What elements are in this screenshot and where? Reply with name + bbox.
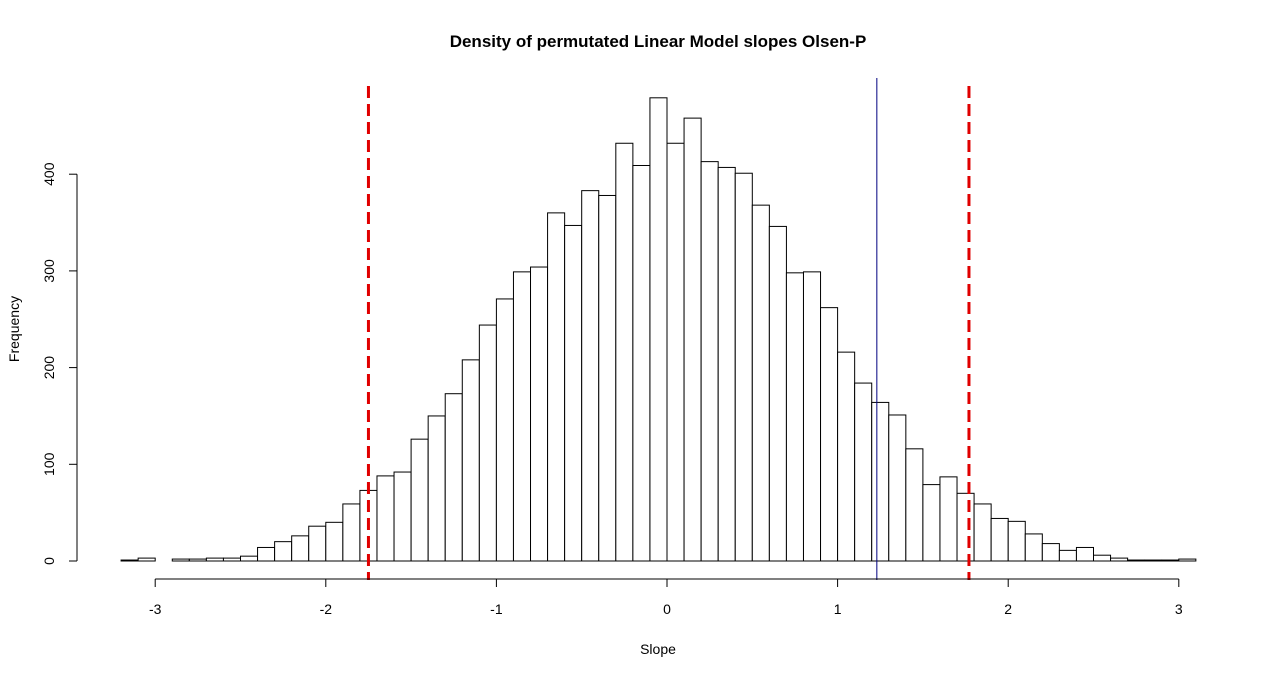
histogram-bar — [1041, 543, 1060, 562]
histogram-bar — [1024, 533, 1043, 562]
histogram-bar — [581, 190, 600, 562]
x-axis-label: Slope — [640, 641, 676, 657]
histogram-bar — [240, 555, 259, 562]
histogram-bar — [632, 164, 651, 562]
histogram-bar — [120, 559, 139, 562]
histogram-bar — [1178, 558, 1197, 562]
histogram-bar — [291, 535, 310, 562]
histogram-bar — [205, 557, 224, 562]
y-tick-label: 0 — [41, 557, 57, 565]
histogram-bar — [751, 204, 770, 562]
histogram-bar — [222, 557, 242, 562]
histogram-bar — [837, 351, 856, 562]
histogram-bar — [820, 307, 839, 562]
histogram-bar — [666, 142, 685, 562]
y-tick-label: 100 — [41, 452, 57, 476]
y-axis: 0 100 200 300 400 — [41, 162, 78, 565]
histogram-bar — [939, 476, 958, 562]
histogram-bar — [308, 525, 327, 562]
x-tick-label: 2 — [1004, 601, 1012, 617]
histogram-bar — [615, 142, 634, 562]
histogram-bar — [700, 161, 719, 562]
histogram-bar — [1093, 554, 1112, 562]
y-tick-label: 200 — [41, 356, 57, 380]
histogram-bar — [257, 546, 276, 562]
histogram-bar — [1144, 559, 1163, 562]
x-tick-label: 1 — [834, 601, 842, 617]
x-axis: -3 -2 -1 0 1 2 3 — [149, 578, 1183, 617]
histogram-bar — [325, 521, 344, 562]
bars-group — [120, 97, 1197, 562]
y-axis-label: Frequency — [6, 296, 22, 362]
histogram-bar — [683, 117, 702, 562]
histogram-bar — [1007, 520, 1026, 562]
histogram-bar — [1127, 559, 1146, 562]
histogram-bar — [871, 401, 890, 562]
histogram-bar — [1075, 546, 1094, 562]
histogram-bar — [393, 471, 412, 562]
reference-lines-group — [366, 78, 971, 580]
histogram-bar — [564, 224, 583, 562]
x-tick-label: -2 — [320, 601, 333, 617]
histogram-bar — [990, 517, 1009, 562]
histogram-bar — [495, 298, 514, 562]
histogram-bar — [734, 172, 753, 562]
histogram-bar — [274, 541, 293, 562]
y-tick-label: 300 — [41, 259, 57, 283]
histogram-bar — [478, 324, 497, 562]
histogram-bar — [922, 484, 941, 562]
y-tick-label: 400 — [41, 162, 57, 186]
x-tick-label: 0 — [663, 601, 671, 617]
histogram-bar — [649, 97, 668, 562]
histogram-bar — [768, 225, 787, 562]
histogram-bar — [427, 415, 446, 562]
histogram-bar — [171, 558, 190, 562]
histogram-bar — [188, 558, 207, 562]
histogram-bar — [444, 393, 463, 562]
x-tick-label: 3 — [1175, 601, 1183, 617]
histogram-bar — [1161, 559, 1180, 562]
histogram-bar — [512, 271, 532, 562]
histogram-bar — [785, 272, 804, 562]
x-tick-label: -3 — [149, 601, 162, 617]
histogram-bar — [854, 382, 873, 562]
chart-title: Density of permutated Linear Model slope… — [450, 32, 867, 51]
histogram-bar — [376, 475, 395, 562]
histogram-bar — [905, 448, 924, 562]
histogram-bar — [1110, 557, 1129, 562]
histogram-bar — [547, 212, 566, 562]
histogram-bar — [137, 557, 156, 562]
histogram-bar — [956, 492, 975, 562]
histogram-bar — [410, 438, 429, 562]
histogram-bar — [888, 414, 907, 562]
histogram-bar — [598, 194, 617, 562]
histogram-bar — [530, 266, 549, 562]
histogram-bar — [461, 359, 480, 562]
histogram-bar — [342, 503, 361, 562]
histogram-bar — [717, 166, 736, 562]
x-tick-label: -1 — [490, 601, 503, 617]
histogram-bar — [1058, 549, 1077, 562]
histogram-bar — [802, 271, 822, 562]
histogram-bar — [973, 503, 992, 562]
